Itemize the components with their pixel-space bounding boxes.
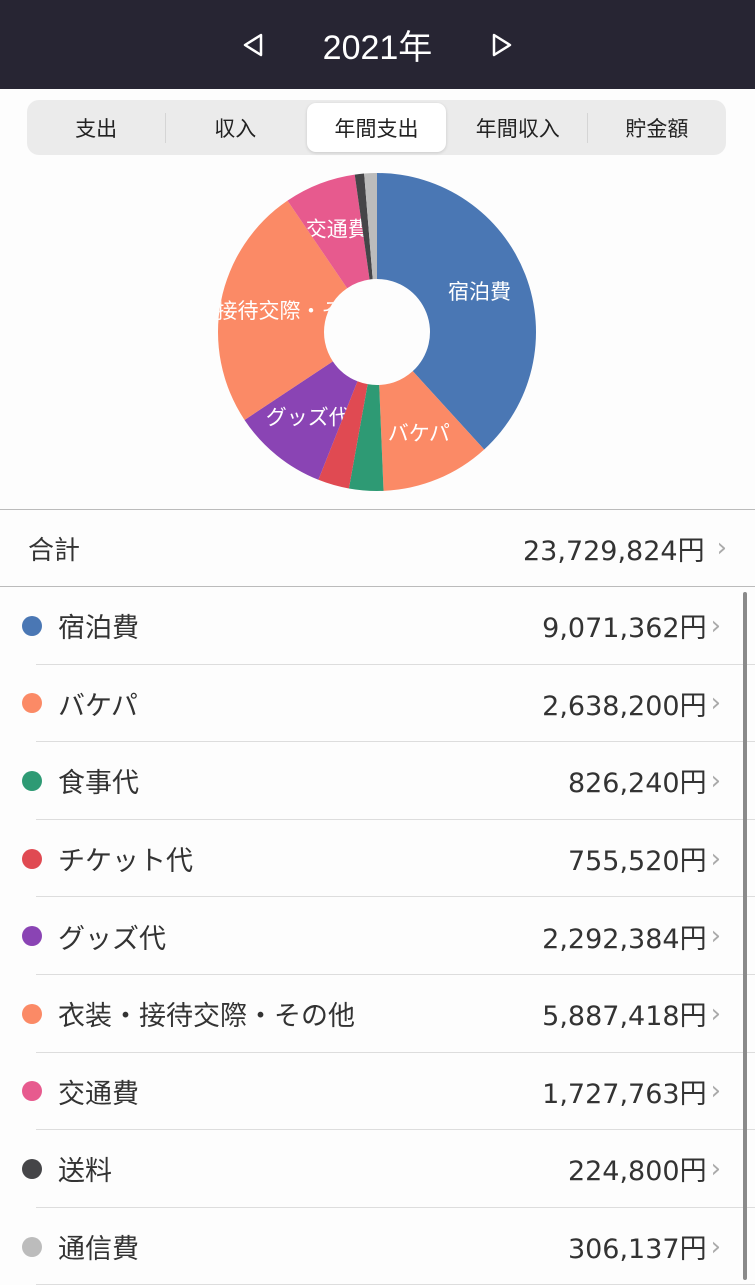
next-year-button[interactable] (482, 25, 522, 65)
slice-label: グッズ代 (266, 405, 350, 429)
list-item[interactable]: 通信費 306,137円 › (0, 1208, 755, 1285)
divider (586, 112, 588, 143)
list-item[interactable]: 衣装・接待交際・その他 5,887,418円 › (0, 975, 755, 1053)
color-dot-icon (22, 926, 42, 947)
category-amount: 755,520円 (567, 846, 707, 878)
tab-expense[interactable]: 支出 (75, 116, 118, 141)
color-dot-icon (22, 848, 42, 869)
tab-income[interactable]: 収入 (214, 116, 257, 141)
category-name: 交通費 (58, 1078, 139, 1110)
pie-slice[interactable] (348, 384, 384, 491)
chevron-right-icon: › (710, 921, 721, 952)
category-name: 通信費 (58, 1234, 139, 1266)
pie-slice[interactable] (379, 371, 485, 491)
pie-slice[interactable] (364, 173, 377, 280)
pie-slice[interactable] (217, 200, 348, 420)
category-amount: 826,240円 (567, 768, 707, 800)
color-dot-icon (22, 1081, 42, 1102)
chevron-right-icon: › (710, 1076, 721, 1107)
total-value: 23,729,824円 (523, 535, 705, 567)
category-amount: 5,887,418円 (542, 1001, 707, 1033)
slice-label: 衣装・接待交際・その他 (154, 299, 385, 323)
chevron-right-icon: › (710, 610, 721, 641)
year-header: 2021年 (0, 0, 755, 89)
category-name: バケパ (58, 690, 138, 722)
color-dot-icon (22, 1003, 42, 1024)
slice-label: バケパ (388, 422, 450, 446)
list-item[interactable]: バケパ 2,638,200円 › (0, 665, 755, 743)
tab-savings[interactable]: 貯金額 (625, 116, 689, 141)
category-name: 衣装・接待交際・その他 (58, 1001, 355, 1033)
category-name: 送料 (58, 1156, 112, 1188)
chevron-right-icon: › (710, 1231, 721, 1262)
list-item[interactable]: グッズ代 2,292,384円 › (0, 897, 755, 975)
list-item[interactable]: 交通費 1,727,763円 › (0, 1053, 755, 1131)
chevron-right-icon: › (710, 998, 721, 1029)
pie-slice[interactable] (244, 361, 358, 480)
category-name: 宿泊費 (58, 613, 139, 645)
category-amount: 224,800円 (567, 1156, 707, 1188)
color-dot-icon (22, 770, 42, 791)
list-item[interactable]: チケット代 755,520円 › (0, 820, 755, 898)
category-name: 食事代 (58, 768, 139, 800)
triangle-right-icon (493, 33, 512, 56)
chevron-right-icon: › (716, 533, 727, 563)
triangle-left-icon (243, 33, 262, 56)
year-title: 2021年 (322, 29, 433, 67)
pie-slice[interactable] (354, 173, 373, 280)
total-row[interactable]: 合計 23,729,824円 › (0, 509, 755, 587)
list-item[interactable]: 送料 224,800円 › (0, 1130, 755, 1208)
color-dot-icon (22, 1236, 42, 1257)
color-dot-icon (22, 615, 42, 636)
chevron-right-icon: › (710, 765, 721, 796)
scrollbar[interactable] (743, 592, 747, 1280)
chevron-right-icon: › (710, 843, 721, 874)
category-amount: 1,727,763円 (542, 1078, 707, 1110)
pie-slice[interactable] (287, 174, 370, 289)
slice-label: 宿泊費 (448, 280, 511, 304)
category-amount: 306,137円 (567, 1234, 707, 1266)
color-dot-icon (22, 1158, 42, 1179)
tab-annual-income[interactable]: 年間収入 (475, 116, 560, 141)
category-amount: 2,292,384円 (542, 923, 707, 955)
category-name: グッズ代 (58, 923, 166, 955)
total-label: 合計 (28, 535, 81, 566)
category-name: チケット代 (58, 846, 193, 878)
category-list: 宿泊費 9,071,362円 › バケパ 2,638,200円 › 食事代 82… (0, 587, 755, 1285)
chevron-right-icon: › (710, 688, 721, 719)
slice-label: 交通費 (306, 217, 369, 241)
tab-annual-expense[interactable]: 年間支出 (307, 103, 446, 152)
segmented-control: 支出 収入 年間支出 年間収入 貯金額 (27, 100, 726, 155)
divider (165, 112, 167, 143)
chevron-right-icon: › (710, 1153, 721, 1184)
color-dot-icon (22, 693, 42, 714)
list-item[interactable]: 宿泊費 9,071,362円 › (0, 587, 755, 665)
category-amount: 9,071,362円 (542, 613, 707, 645)
prev-year-button[interactable] (233, 25, 273, 65)
list-item[interactable]: 食事代 826,240円 › (0, 742, 755, 820)
pie-slice[interactable] (318, 381, 368, 489)
category-amount: 2,638,200円 (542, 690, 707, 722)
pie-slice[interactable] (377, 173, 536, 450)
